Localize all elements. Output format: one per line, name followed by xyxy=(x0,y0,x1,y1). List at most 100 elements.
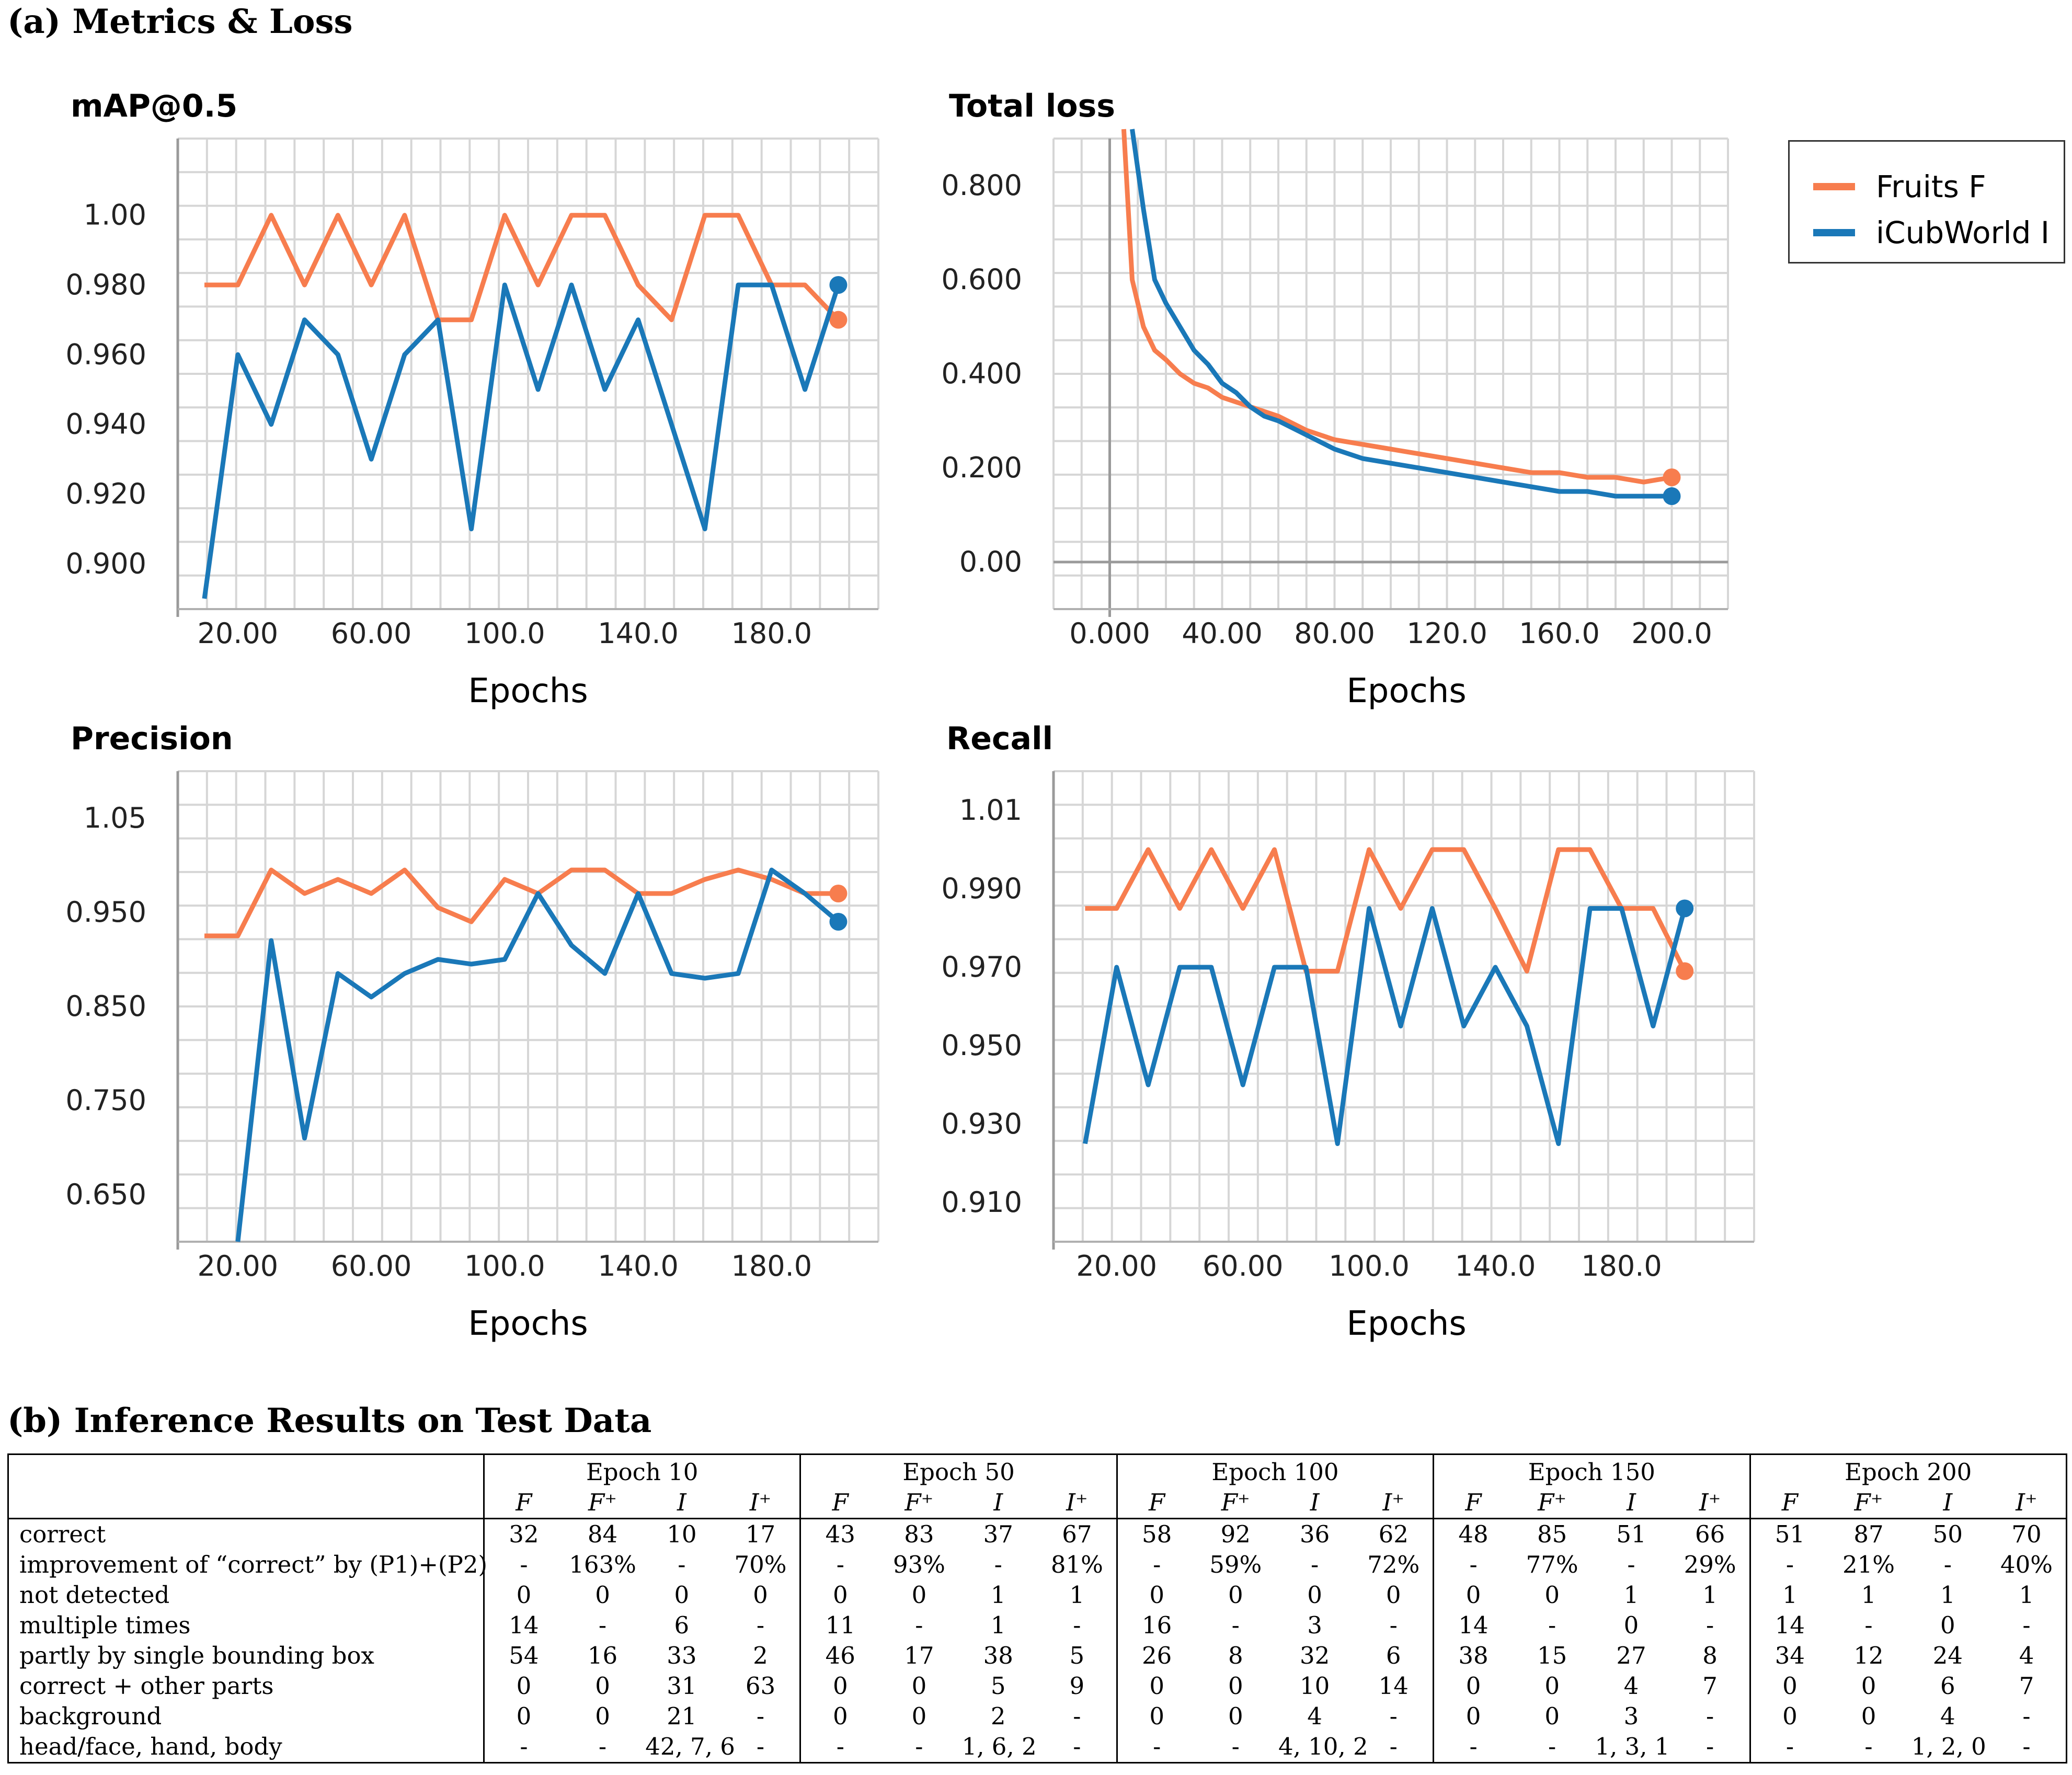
table-cell: 62 xyxy=(1378,1520,1409,1548)
table-cell: 5 xyxy=(990,1672,1006,1700)
table-cell: 1, 2, 0 xyxy=(1911,1733,1986,1760)
x-tick-label: 100.0 xyxy=(464,1250,545,1282)
table-cell: - xyxy=(1548,1733,1556,1760)
table-cell: 32 xyxy=(483,1518,563,1550)
y-tick-label: 0.750 xyxy=(65,1084,146,1117)
y-tick-label: 1.05 xyxy=(84,801,146,834)
table-cell: 0 xyxy=(1386,1581,1401,1609)
inference-results-table: Epoch 10 Epoch 50 Epoch 100 Epoch 150 Epoch … xyxy=(7,1453,2067,1763)
table-row: head/face, hand, body - -42, 7, 6- - -1, 6, … xyxy=(8,1732,2067,1763)
table-cell: - xyxy=(1073,1733,1081,1760)
table-cell: 14 xyxy=(1749,1610,1829,1641)
table-cell: - xyxy=(1705,1702,1714,1730)
table-cell: 51 xyxy=(1616,1520,1646,1548)
epoch-header: Epoch 200 xyxy=(1749,1454,2067,1487)
y-tick-label: 1.01 xyxy=(959,794,1022,827)
table-cell: 1 xyxy=(1861,1581,1876,1609)
table-cell: - xyxy=(1116,1732,1196,1763)
y-tick-label: 1.00 xyxy=(84,199,146,232)
x-tick-label: 60.00 xyxy=(1203,1250,1284,1282)
table-cell: 2 xyxy=(990,1702,1006,1730)
table-cell: - xyxy=(678,1551,686,1578)
row-label: head/face, hand, body xyxy=(8,1732,485,1763)
table-cell: 10 xyxy=(1299,1672,1330,1700)
dataset-subheader: I xyxy=(958,1487,1038,1519)
table-cell: 0 xyxy=(1116,1580,1196,1610)
series-endpoint-icubworld xyxy=(1663,487,1681,505)
series-line-fruits xyxy=(204,867,839,938)
y-tick-label: 0.960 xyxy=(65,338,146,371)
table-cell: - xyxy=(1749,1550,1829,1580)
dataset-subheader: I⁺ xyxy=(1037,1487,1117,1519)
table-cell: 16 xyxy=(1116,1610,1196,1641)
dataset-subheader: I⁺ xyxy=(721,1487,800,1519)
table-cell: - xyxy=(1749,1732,1829,1763)
row-label: not detected xyxy=(8,1580,485,1610)
table-cell: 0 xyxy=(1433,1580,1513,1610)
dataset-subheader: F xyxy=(1749,1487,1829,1519)
table-cell: 0 xyxy=(1116,1701,1196,1732)
table-cell: - xyxy=(1231,1733,1240,1760)
table-row: correct + other parts 0 0 31 63 0 0 5 9 0 0 10 14 0 0 4… xyxy=(8,1671,2067,1701)
chart-total-loss-svg: 0.00 0.200 0.400 0.600 0.800 0.000 40.00 80.00 1… xyxy=(941,129,1729,650)
table-cell: 10 xyxy=(667,1520,697,1548)
row-label: multiple times xyxy=(8,1610,485,1641)
dataset-subheader: I xyxy=(1275,1487,1355,1519)
chart-recall-svg: 0.910 0.930 0.950 0.970 0.990 1.01 20.00 60.00 1… xyxy=(941,770,1755,1282)
table-cell: 27 xyxy=(1616,1642,1646,1669)
table-cell: 9 xyxy=(1069,1672,1085,1700)
dataset-subheader: F⁺ xyxy=(1512,1487,1592,1519)
table-cell: - xyxy=(1705,1733,1714,1760)
table-cell: 1 xyxy=(1069,1581,1085,1609)
table-cell: 0 xyxy=(1228,1581,1243,1609)
table-cell: 11 xyxy=(799,1610,880,1641)
dataset-subheader: F⁺ xyxy=(1829,1487,1908,1519)
table-cell: 0 xyxy=(1544,1672,1560,1700)
legend-swatch-fruits xyxy=(1813,183,1855,190)
table-cell: 0 xyxy=(1544,1702,1560,1730)
x-tick-label: 140.0 xyxy=(598,617,679,650)
table-cell: 48 xyxy=(1433,1518,1513,1550)
table-cell: 58 xyxy=(1116,1518,1196,1550)
table-cell: 0 xyxy=(483,1580,563,1610)
y-tick-label: 0.970 xyxy=(941,951,1022,983)
table-cell: - xyxy=(483,1550,563,1580)
series-line-icubworld xyxy=(235,867,840,1242)
table-cell: 3 xyxy=(1307,1611,1322,1639)
table-cell: 0 xyxy=(799,1580,880,1610)
table-cell: 1 xyxy=(990,1581,1006,1609)
epoch-header: Epoch 100 xyxy=(1116,1454,1434,1487)
table-cell: 2 xyxy=(753,1642,768,1669)
table-cell: 14 xyxy=(483,1610,563,1641)
table-cell: 0 xyxy=(1749,1671,1829,1701)
table-cell: 54 xyxy=(483,1641,563,1671)
legend-swatch-icubworld xyxy=(1813,229,1855,236)
dataset-subheader: F⁺ xyxy=(1196,1487,1275,1519)
epoch-header: Epoch 150 xyxy=(1433,1454,1750,1487)
row-label: background xyxy=(8,1701,485,1732)
chart-title: Precision xyxy=(71,720,233,757)
row-label: correct + other parts xyxy=(8,1671,485,1701)
y-tick-label: 0.400 xyxy=(941,357,1022,390)
table-cell: 1, 6, 2 xyxy=(961,1733,1037,1760)
series-endpoint-fruits xyxy=(1663,468,1681,486)
y-tick-label: 0.200 xyxy=(941,451,1022,484)
table-cell: - xyxy=(1705,1611,1714,1639)
table-cell: 4 xyxy=(1307,1702,1322,1730)
table-cell: 29% xyxy=(1684,1551,1736,1578)
table-cell: 83 xyxy=(904,1520,934,1548)
table-cell: 0 xyxy=(1307,1581,1322,1609)
table-cell: - xyxy=(799,1550,880,1580)
table-cell: 4 xyxy=(1623,1672,1639,1700)
table-cell: 1 xyxy=(990,1611,1006,1639)
table-cell: 46 xyxy=(799,1641,880,1671)
table-cell: 0 xyxy=(595,1672,610,1700)
series-line-icubworld xyxy=(1082,906,1687,1146)
table-cell: 15 xyxy=(1537,1642,1567,1669)
table-cell: 0 xyxy=(799,1701,880,1732)
table-cell: 4, 10, 2 xyxy=(1278,1733,1368,1760)
table-row: multiple times 14-6-11-1-16-3-14-0-14-0- xyxy=(8,1610,2067,1641)
y-tick-label: 0.650 xyxy=(65,1178,146,1211)
table-cell: 1 xyxy=(1702,1581,1718,1609)
y-tick-label: 0.950 xyxy=(941,1029,1022,1062)
